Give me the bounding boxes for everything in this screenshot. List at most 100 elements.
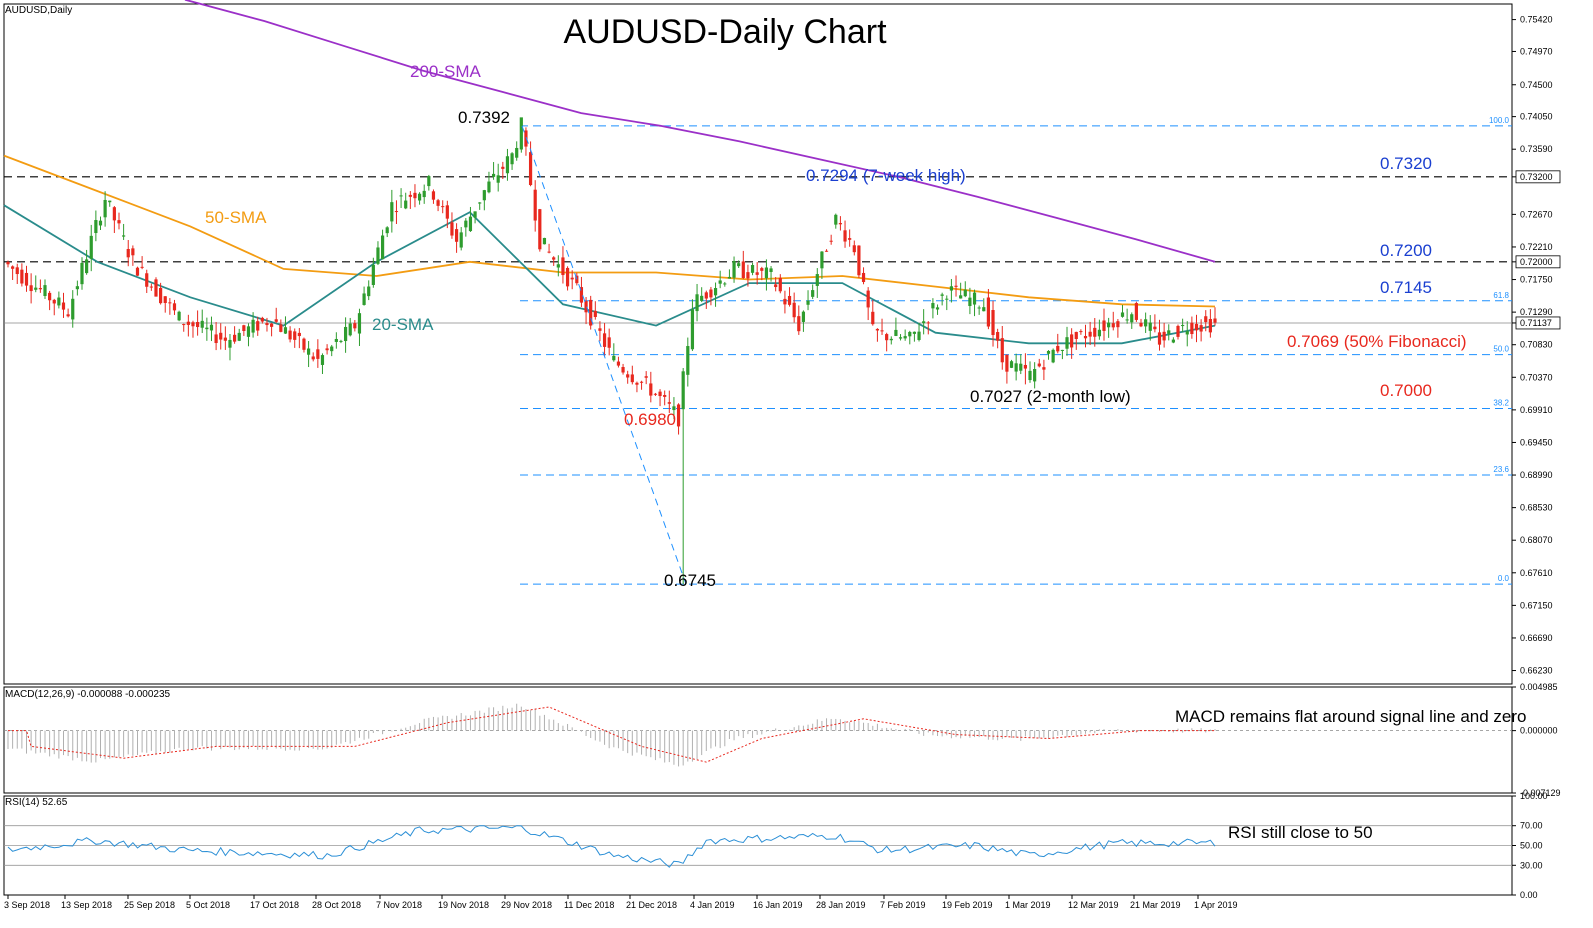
chart-title: AUDUSD-Daily Chart: [563, 13, 887, 51]
candle-body: [1009, 361, 1014, 368]
candle-body: [1120, 312, 1125, 317]
candle-body: [584, 301, 588, 313]
candle-body: [741, 261, 745, 279]
candle-body: [1208, 318, 1212, 333]
macd-panel: 0.004985 0.000000 -0.007129: [4, 682, 1561, 798]
date-tick-label: 28 Oct 2018: [312, 900, 361, 910]
date-tick-label: 7 Feb 2019: [880, 900, 926, 910]
candle-body: [431, 191, 436, 200]
candle-body: [1171, 339, 1175, 343]
candle-body: [838, 223, 843, 225]
candle-body: [945, 298, 949, 300]
candle-body: [334, 338, 338, 342]
candle-body: [11, 266, 15, 269]
candle-body: [778, 277, 782, 292]
support-0-7000-label: 0.7000: [1380, 381, 1432, 400]
candle-body: [237, 332, 241, 341]
candle-body: [848, 238, 852, 240]
candle-body: [908, 331, 912, 337]
price-tick-label: 0.67610: [1520, 568, 1553, 578]
candle-body: [473, 211, 477, 218]
candle-body: [861, 272, 866, 283]
candle-body: [209, 324, 214, 331]
date-tick-label: 21 Mar 2019: [1130, 900, 1181, 910]
candle-body: [931, 303, 935, 309]
candle-body: [251, 319, 255, 333]
candle-body: [172, 303, 177, 311]
candle-body: [737, 263, 741, 267]
candle-body: [639, 381, 644, 383]
candle-body: [949, 286, 954, 291]
candle-body: [1194, 323, 1199, 331]
candle-body: [131, 248, 135, 256]
candle-body: [66, 314, 70, 317]
candle-body: [727, 276, 732, 279]
candle-body: [903, 336, 907, 339]
candle-body: [394, 211, 399, 213]
price-tick-label: 0.66690: [1520, 633, 1553, 643]
candle-body: [774, 284, 778, 288]
candle-body: [542, 237, 547, 245]
candle-body: [61, 302, 66, 310]
candle-body: [325, 348, 329, 351]
candle-body: [1199, 325, 1203, 332]
candle-body: [339, 340, 343, 342]
candle-body: [1051, 349, 1055, 363]
candle-body: [288, 330, 292, 340]
fib-level-label: 61.8: [1493, 291, 1509, 300]
candle-body: [612, 355, 616, 361]
date-tick-label: 1 Mar 2019: [1005, 900, 1051, 910]
candle-body: [487, 181, 491, 193]
candle-body: [445, 205, 449, 219]
candle-body: [602, 333, 607, 347]
candle-body: [330, 346, 334, 352]
candle-body: [1167, 330, 1171, 334]
candle-body: [256, 321, 260, 331]
candle-body: [787, 295, 792, 305]
candle-body: [436, 200, 440, 206]
candle-body: [806, 300, 810, 305]
candle-body: [80, 262, 84, 285]
candle-body: [140, 266, 144, 268]
candle-body: [764, 267, 769, 279]
price-axis: 0.75420 0.74970 0.74500 0.74050 0.73590 0.732…: [1512, 15, 1561, 676]
two-month-low-label: 0.7027 (2-month low): [970, 387, 1131, 406]
candle-body: [246, 326, 251, 337]
price-tick-label: 0.67150: [1520, 600, 1553, 610]
fibonacci-trendline: [521, 125, 687, 585]
price-tick-label: 0.68530: [1520, 503, 1553, 513]
candle-body: [357, 313, 362, 334]
candle-body: [556, 264, 560, 268]
candle-body: [422, 190, 426, 198]
candle-body: [986, 297, 990, 327]
rsi-tick-label: 50.00: [1520, 841, 1543, 851]
macd-header: MACD(12,26,9) -0.000088 -0.000235: [5, 689, 171, 700]
candle-body: [200, 320, 204, 328]
date-tick-label: 4 Jan 2019: [690, 900, 735, 910]
candle-body: [977, 307, 981, 309]
rsi-line: [7, 825, 1216, 868]
candle-body: [834, 214, 838, 225]
candle-body: [154, 279, 158, 297]
price-tick-label: 0.68990: [1520, 470, 1553, 480]
ma-line-1: [3, 154, 1216, 308]
candle-body: [681, 371, 685, 410]
candle-body: [1046, 350, 1051, 354]
candle-body: [6, 262, 10, 265]
candle-body: [1130, 314, 1134, 323]
candle-body: [24, 272, 29, 286]
rsi-tick-label: 30.00: [1520, 860, 1543, 870]
candle-body: [343, 326, 348, 342]
candle-body: [182, 324, 186, 326]
date-tick-label: 19 Feb 2019: [942, 900, 993, 910]
candle-body: [219, 332, 223, 340]
candle-body: [196, 322, 200, 328]
candle-body: [750, 265, 755, 273]
candle-body: [1000, 338, 1004, 363]
candle-body: [306, 348, 311, 355]
candle-body: [482, 190, 486, 201]
candle-body: [972, 292, 977, 305]
candle-body: [644, 376, 648, 378]
